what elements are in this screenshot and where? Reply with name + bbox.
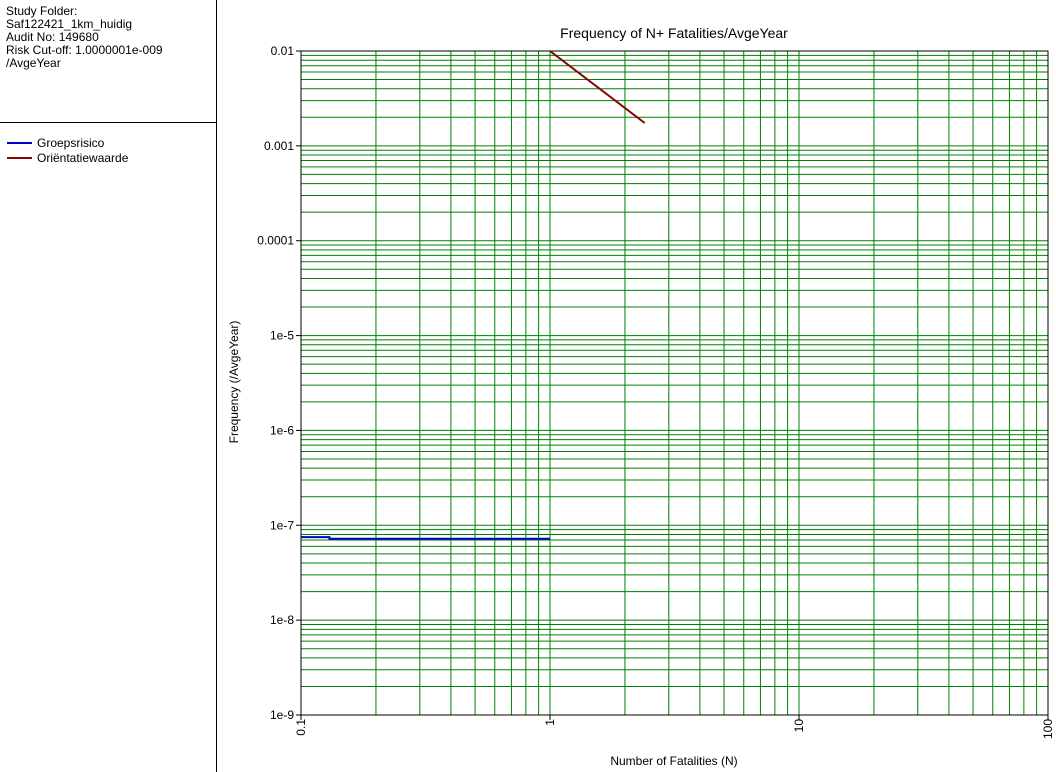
legend-swatch-orientatiewaarde bbox=[7, 156, 32, 159]
x-tick-labels: 0.1 1 10 100 bbox=[294, 715, 1055, 739]
x-tick-label: 1 bbox=[543, 719, 557, 726]
plot-area bbox=[300, 50, 1049, 716]
y-axis-label: Frequency (/AvgeYear) bbox=[227, 321, 241, 444]
audit-number: Audit No: 149680 bbox=[6, 30, 99, 44]
y-tick-label: 0.001 bbox=[264, 139, 294, 153]
study-folder-label: Study Folder: bbox=[6, 4, 78, 18]
legend-label-groepsrisico: Groepsrisico bbox=[37, 135, 105, 150]
y-tick-label: 1e-9 bbox=[270, 708, 294, 722]
legend-label-orientatiewaarde: Oriëntatiewaarde bbox=[37, 150, 129, 165]
grid bbox=[301, 51, 1048, 715]
side-panel: Study Folder: Saf122421_1km_huidig Audit… bbox=[0, 0, 217, 772]
y-tick-label: 0.01 bbox=[271, 44, 295, 58]
x-tick-label: 0.1 bbox=[294, 719, 308, 736]
risk-cutoff-unit: /AvgeYear bbox=[6, 56, 61, 70]
y-tick-label: 1e-7 bbox=[270, 518, 294, 532]
y-tick-labels: 1e-9 1e-8 1e-7 1e-6 1e-5 0.0001 0.001 0.01 bbox=[257, 44, 301, 722]
series-line-1 bbox=[549, 50, 646, 124]
x-tick-label: 100 bbox=[1041, 719, 1055, 739]
study-folder-name: Saf122421_1km_huidig bbox=[6, 17, 133, 31]
x-axis-label: Number of Fatalities (N) bbox=[610, 754, 737, 768]
legend-item-orientatiewaarde: Oriëntatiewaarde bbox=[7, 150, 217, 165]
y-tick-label: 1e-8 bbox=[270, 613, 294, 627]
legend-swatch-groepsrisico bbox=[7, 141, 32, 144]
chart-title: Frequency of N+ Fatalities/AvgeYear bbox=[560, 25, 788, 41]
study-info: Study Folder: Saf122421_1km_huidig Audit… bbox=[0, 0, 217, 123]
y-tick-label: 0.0001 bbox=[257, 234, 294, 248]
series-layer bbox=[301, 50, 646, 540]
y-tick-label: 1e-6 bbox=[270, 423, 294, 437]
series-line-0 bbox=[301, 536, 550, 540]
risk-cutoff: Risk Cut-off: 1.0000001e-009 bbox=[6, 43, 163, 57]
y-tick-label: 1e-5 bbox=[270, 329, 294, 343]
legend: Groepsrisico Oriëntatiewaarde bbox=[0, 123, 217, 165]
x-tick-label: 10 bbox=[792, 719, 806, 733]
legend-item-groepsrisico: Groepsrisico bbox=[7, 135, 217, 150]
